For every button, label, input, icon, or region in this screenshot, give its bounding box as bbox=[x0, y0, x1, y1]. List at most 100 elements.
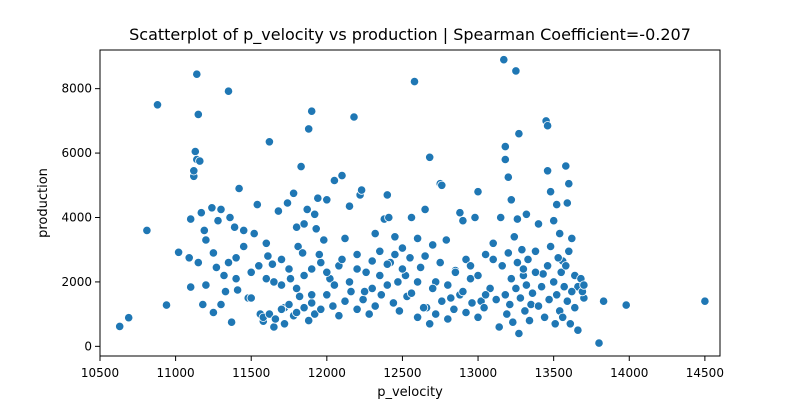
data-point bbox=[406, 288, 417, 298]
data-point bbox=[299, 219, 309, 229]
y-tick-label: 0 bbox=[84, 339, 92, 353]
data-point bbox=[349, 112, 359, 122]
data-point bbox=[526, 299, 536, 310]
data-point bbox=[418, 303, 429, 313]
data-point bbox=[230, 222, 240, 232]
data-point bbox=[190, 146, 200, 157]
data-point bbox=[473, 187, 483, 197]
y-axis-label: production bbox=[36, 168, 51, 238]
data-point bbox=[382, 280, 392, 290]
data-point bbox=[497, 261, 507, 271]
data-point bbox=[216, 204, 226, 214]
data-point bbox=[276, 304, 287, 314]
data-point bbox=[450, 267, 460, 277]
data-point bbox=[142, 225, 152, 235]
data-point bbox=[425, 152, 435, 162]
data-point bbox=[420, 204, 430, 214]
data-point bbox=[415, 262, 426, 272]
y-tick-label: 2000 bbox=[61, 275, 92, 289]
x-tick-label: 12500 bbox=[383, 366, 421, 380]
data-point bbox=[293, 241, 303, 252]
data-point bbox=[314, 249, 324, 260]
data-point bbox=[329, 280, 339, 290]
data-point bbox=[284, 299, 294, 310]
data-point bbox=[231, 274, 241, 284]
data-point bbox=[467, 298, 477, 308]
data-point bbox=[322, 267, 332, 277]
data-point bbox=[512, 214, 523, 224]
data-point bbox=[538, 269, 548, 279]
data-point bbox=[254, 261, 264, 271]
data-point bbox=[431, 309, 441, 319]
data-point bbox=[465, 261, 476, 271]
data-point bbox=[246, 293, 256, 303]
data-point bbox=[496, 212, 506, 223]
data-point bbox=[344, 277, 355, 287]
data-point bbox=[329, 175, 339, 186]
data-point bbox=[291, 307, 302, 318]
chart-title: Scatterplot of p_velocity vs production … bbox=[129, 25, 691, 45]
data-point bbox=[208, 307, 218, 318]
data-point bbox=[485, 283, 495, 293]
data-point bbox=[428, 240, 438, 250]
data-point bbox=[509, 232, 519, 242]
data-point bbox=[193, 257, 203, 268]
data-point bbox=[152, 100, 163, 110]
data-point bbox=[219, 270, 229, 281]
data-point bbox=[409, 77, 420, 87]
data-point bbox=[397, 243, 407, 253]
data-point bbox=[199, 225, 209, 235]
data-point bbox=[394, 306, 404, 316]
data-point bbox=[527, 288, 538, 298]
data-point bbox=[425, 319, 435, 329]
data-point bbox=[412, 312, 423, 322]
data-point bbox=[388, 298, 398, 308]
data-point bbox=[186, 214, 196, 224]
x-tick-label: 14000 bbox=[610, 366, 648, 380]
data-point bbox=[307, 298, 317, 308]
data-point bbox=[249, 229, 259, 239]
data-point bbox=[304, 124, 314, 134]
data-point bbox=[370, 229, 380, 239]
data-point bbox=[382, 190, 392, 200]
data-point bbox=[437, 180, 447, 190]
data-point bbox=[550, 319, 560, 329]
data-point bbox=[559, 282, 569, 292]
data-point bbox=[186, 282, 196, 292]
data-point bbox=[512, 257, 523, 268]
data-point bbox=[196, 208, 206, 218]
data-point bbox=[473, 312, 483, 322]
data-point bbox=[517, 245, 527, 255]
data-point bbox=[227, 317, 237, 327]
data-point bbox=[500, 154, 510, 165]
data-point bbox=[359, 286, 370, 297]
data-point bbox=[161, 300, 172, 310]
data-point bbox=[437, 296, 447, 306]
data-point bbox=[533, 301, 544, 311]
data-point bbox=[499, 55, 509, 65]
data-point bbox=[470, 212, 480, 223]
data-point bbox=[291, 283, 302, 293]
data-point bbox=[570, 303, 580, 313]
data-point bbox=[189, 166, 199, 176]
data-point bbox=[294, 291, 305, 301]
data-point bbox=[322, 195, 332, 205]
data-point bbox=[299, 303, 309, 313]
data-point bbox=[193, 109, 203, 120]
data-point bbox=[461, 307, 471, 318]
data-point bbox=[282, 198, 293, 208]
data-point bbox=[500, 142, 510, 152]
data-point bbox=[700, 296, 710, 306]
data-point bbox=[337, 171, 347, 181]
data-point bbox=[223, 86, 234, 96]
data-point bbox=[124, 313, 134, 323]
data-point bbox=[375, 246, 385, 256]
data-point bbox=[552, 290, 562, 300]
data-point bbox=[252, 200, 262, 210]
x-tick-label: 10500 bbox=[81, 366, 119, 380]
data-point bbox=[267, 259, 277, 269]
data-point bbox=[296, 162, 306, 172]
data-point bbox=[494, 322, 504, 332]
data-point bbox=[503, 248, 513, 258]
